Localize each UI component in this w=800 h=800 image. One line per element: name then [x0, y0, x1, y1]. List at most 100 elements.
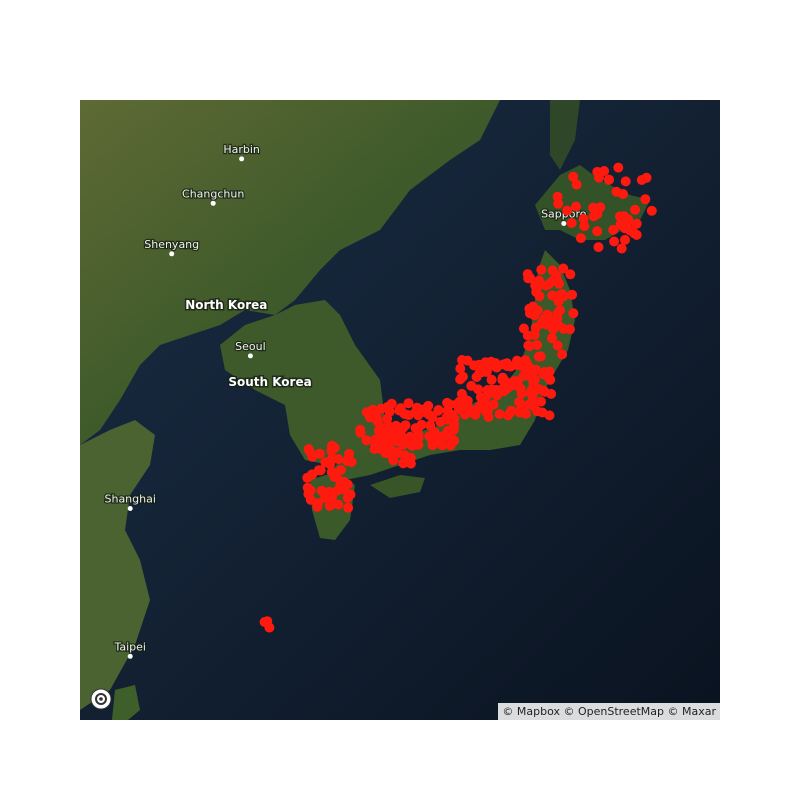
- point-marker-kansai-chugoku[interactable]: [400, 420, 411, 431]
- point-marker-hokkaido[interactable]: [640, 194, 651, 205]
- point-marker-kyushu[interactable]: [327, 492, 338, 503]
- point-marker-kanto-chubu[interactable]: [539, 386, 550, 397]
- point-marker-kanto-chubu[interactable]: [514, 407, 525, 418]
- point-marker-tohoku[interactable]: [544, 278, 555, 289]
- point-marker-kyushu[interactable]: [314, 448, 325, 459]
- point-marker-kyushu[interactable]: [333, 499, 344, 510]
- point-marker-kanto-chubu[interactable]: [503, 410, 514, 421]
- point-marker-kansai-chugoku[interactable]: [403, 398, 414, 409]
- point-marker-kyushu[interactable]: [338, 476, 349, 487]
- point-marker-shikoku[interactable]: [405, 452, 416, 463]
- point-marker-hokkaido[interactable]: [568, 171, 579, 182]
- point-marker-tohoku[interactable]: [553, 296, 564, 307]
- point-marker-hokkaido[interactable]: [552, 191, 563, 202]
- point-marker-kanto-chubu[interactable]: [474, 367, 485, 378]
- point-marker-kansai-chugoku[interactable]: [424, 431, 435, 442]
- point-marker-hokkaido[interactable]: [592, 226, 603, 237]
- point-marker-kansai-chugoku[interactable]: [355, 427, 366, 438]
- point-marker-kanto-chubu[interactable]: [458, 399, 469, 410]
- point-marker-hokkaido[interactable]: [616, 243, 627, 254]
- point-marker-hokkaido[interactable]: [595, 202, 606, 213]
- point-marker-kanto-chubu[interactable]: [528, 384, 539, 395]
- point-marker-kansai-chugoku[interactable]: [413, 423, 424, 433]
- point-marker-kyushu[interactable]: [335, 465, 346, 475]
- point-marker-hokkaido[interactable]: [630, 204, 641, 215]
- point-marker-hokkaido[interactable]: [620, 176, 631, 187]
- point-marker-hokkaido[interactable]: [611, 186, 622, 197]
- point-marker-kansai-chugoku[interactable]: [451, 399, 462, 410]
- point-marker-kanto-chubu[interactable]: [482, 385, 493, 395]
- point-marker-kansai-chugoku[interactable]: [441, 412, 452, 423]
- point-marker-hokkaido[interactable]: [562, 205, 573, 216]
- point-marker-kyushu[interactable]: [312, 501, 323, 512]
- point-marker-hokkaido[interactable]: [599, 166, 610, 176]
- point-marker-tohoku[interactable]: [558, 263, 569, 274]
- map-canvas[interactable]: Harbin Changchun Shenyang North Korea Seoul S…: [80, 100, 720, 720]
- point-marker-kanto-chubu[interactable]: [497, 374, 508, 385]
- point-marker-kansai-chugoku[interactable]: [427, 440, 438, 451]
- point-marker-hokkaido[interactable]: [579, 221, 590, 232]
- point-marker-hokkaido[interactable]: [646, 205, 657, 216]
- point-marker-kanto-chubu[interactable]: [545, 374, 556, 385]
- point-marker-kyushu[interactable]: [333, 454, 344, 465]
- point-marker-tohoku[interactable]: [524, 341, 535, 352]
- point-marker-kansai-chugoku[interactable]: [382, 413, 393, 424]
- point-marker-kanto-chubu[interactable]: [536, 396, 546, 407]
- point-marker-tohoku[interactable]: [565, 269, 576, 280]
- point-marker-kyushu[interactable]: [304, 446, 315, 457]
- point-marker-kyushu[interactable]: [324, 501, 335, 511]
- point-marker-okinawa[interactable]: [264, 622, 275, 633]
- point-marker-kansai-chugoku[interactable]: [361, 435, 372, 446]
- point-marker-hokkaido[interactable]: [604, 174, 615, 185]
- point-marker-kansai-chugoku[interactable]: [374, 426, 385, 437]
- point-marker-kansai-chugoku[interactable]: [395, 403, 406, 414]
- point-marker-tohoku[interactable]: [531, 287, 542, 297]
- point-marker-tohoku[interactable]: [564, 324, 575, 335]
- point-marker-kanto-chubu[interactable]: [537, 407, 548, 418]
- map-attribution[interactable]: © Mapbox © OpenStreetMap © Maxar: [498, 703, 720, 720]
- point-marker-kansai-chugoku[interactable]: [442, 425, 453, 436]
- point-marker-hokkaido[interactable]: [575, 233, 586, 244]
- point-marker-tohoku[interactable]: [533, 279, 544, 290]
- mapbox-logo-icon[interactable]: [90, 688, 112, 710]
- point-marker-kyushu[interactable]: [342, 456, 353, 467]
- point-marker-kyushu[interactable]: [316, 485, 327, 496]
- point-marker-tohoku[interactable]: [567, 289, 578, 300]
- point-marker-kyushu[interactable]: [315, 465, 326, 476]
- point-marker-tohoku[interactable]: [540, 313, 551, 324]
- point-marker-kyushu[interactable]: [329, 442, 340, 453]
- point-marker-hokkaido[interactable]: [588, 211, 599, 222]
- point-marker-kanto-chubu[interactable]: [512, 355, 522, 366]
- point-marker-tohoku[interactable]: [548, 324, 559, 335]
- point-marker-shikoku[interactable]: [384, 432, 395, 443]
- point-marker-tohoku[interactable]: [547, 333, 557, 344]
- point-marker-tohoku[interactable]: [532, 340, 543, 350]
- point-marker-hokkaido[interactable]: [588, 202, 599, 213]
- point-marker-kanto-chubu[interactable]: [486, 374, 497, 385]
- point-marker-tohoku[interactable]: [555, 305, 565, 316]
- point-marker-hokkaido[interactable]: [616, 220, 627, 231]
- point-marker-hokkaido[interactable]: [631, 218, 642, 229]
- point-marker-hokkaido[interactable]: [566, 218, 577, 228]
- point-marker-kyushu[interactable]: [306, 469, 317, 480]
- point-marker-kanto-chubu[interactable]: [516, 388, 527, 399]
- point-marker-hokkaido[interactable]: [620, 234, 630, 245]
- point-marker-kanto-chubu[interactable]: [466, 380, 477, 391]
- point-marker-hokkaido[interactable]: [609, 236, 620, 247]
- point-marker-hokkaido[interactable]: [571, 179, 582, 190]
- point-marker-kanto-chubu[interactable]: [508, 379, 519, 390]
- point-marker-kanto-chubu[interactable]: [462, 355, 473, 366]
- point-marker-hokkaido[interactable]: [593, 242, 604, 253]
- point-marker-kansai-chugoku[interactable]: [433, 405, 444, 415]
- point-marker-kanto-chubu[interactable]: [457, 371, 468, 382]
- point-marker-kanto-chubu[interactable]: [481, 406, 492, 417]
- point-marker-kyushu[interactable]: [342, 492, 353, 503]
- point-marker-kanto-chubu[interactable]: [488, 399, 499, 410]
- point-marker-shikoku[interactable]: [395, 433, 406, 444]
- point-marker-kyushu[interactable]: [325, 459, 336, 470]
- point-marker-shikoku[interactable]: [406, 436, 417, 447]
- point-marker-hokkaido[interactable]: [613, 162, 624, 173]
- point-marker-hokkaido[interactable]: [615, 211, 625, 222]
- point-marker-kanto-chubu[interactable]: [539, 367, 550, 377]
- point-marker-kyushu[interactable]: [326, 466, 337, 477]
